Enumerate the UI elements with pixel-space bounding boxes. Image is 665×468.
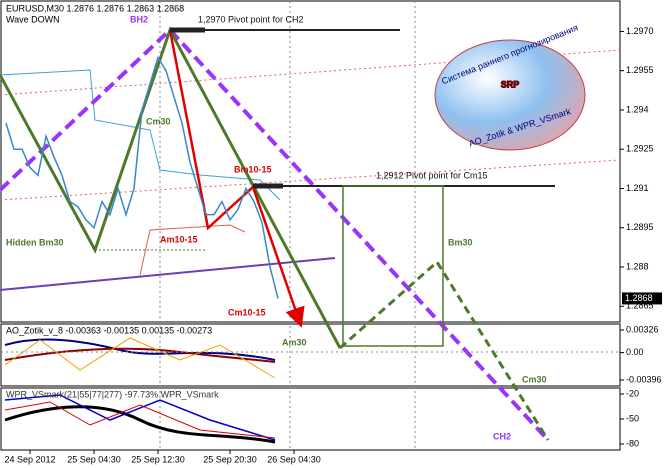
panel-title: WPR_VSmark(21|55|77|277) -97.73% WPR_VSm… [6, 389, 219, 399]
y-tick-label: -0.00396 [626, 374, 662, 384]
annotation: Bm30 [448, 237, 473, 247]
wave-ch2 [0, 27, 550, 442]
ao-panel [0, 323, 621, 387]
y-tick-label: 0.00 [626, 347, 644, 357]
y-tick-label: 1.291 [626, 183, 649, 193]
wpr-line [4, 405, 276, 444]
wave-m30-forecast [339, 259, 550, 441]
annotation: Hidden Bm30 [6, 237, 64, 247]
y-tick-label: 1.2955 [626, 65, 654, 75]
last-price-label: 1.2868 [625, 293, 653, 303]
y-tick-label: 1.2865 [626, 301, 654, 311]
last-price-box [622, 292, 662, 305]
annotation: CH2 [493, 431, 511, 441]
annotation: 1,2970 Pivot point for CH2 [198, 14, 304, 24]
main-panel [0, 0, 621, 323]
ao-line [4, 347, 276, 363]
annotation: Cm10-15 [228, 307, 266, 317]
logo-text: SRP [501, 79, 520, 89]
chart-subtitle: Wave DOWN [6, 14, 60, 24]
annotation: Am10-15 [160, 234, 198, 244]
annotation: Cm30 [146, 116, 171, 126]
y-tick-label: 0.00326 [626, 324, 659, 334]
annotation: BH2 [130, 14, 148, 24]
y-tick-label: 1.2970 [626, 26, 654, 36]
y-tick-label: 1.294 [626, 104, 649, 114]
annotation: Am30 [282, 337, 307, 347]
ao-line [4, 338, 276, 361]
price-line [5, 55, 279, 299]
y-tick-label: -20 [626, 388, 639, 398]
wave-m15 [168, 29, 305, 328]
logo [434, 39, 586, 151]
y-tick-label: -80 [626, 438, 639, 448]
ma-line [139, 224, 246, 276]
annotation: 1,2912 Pivot point for Cm15 [376, 170, 488, 180]
y-tick-label: 1.2895 [626, 222, 654, 232]
x-tick-label: 26 Sep 04:30 [267, 454, 321, 464]
panel-title: AO_Zotik_v_8 -0.00363 -0.00135 0.00135 -… [6, 325, 212, 335]
target-box [342, 185, 444, 347]
x-tick-label: 25 Sep 20:30 [203, 454, 257, 464]
annotation: Bm10-15 [234, 164, 272, 174]
wpr-line [4, 401, 276, 439]
x-tick-label: 24 Sep 2012 [4, 454, 55, 464]
y-tick-label: 1.2925 [626, 144, 654, 154]
y-tick-label: 1.288 [626, 261, 649, 271]
y-tick-label: -50 [626, 413, 639, 423]
wpr-line [4, 394, 276, 441]
ao-line [4, 337, 276, 379]
channel-upper [0, 49, 621, 96]
chart-title: EURUSD,M30 1.2876 1.2876 1.2863 1.2868 [6, 3, 184, 13]
annotation: Cm30 [522, 374, 547, 384]
x-tick-label: 25 Sep 12:30 [131, 454, 185, 464]
x-tick-label: 25 Sep 04:30 [67, 454, 121, 464]
